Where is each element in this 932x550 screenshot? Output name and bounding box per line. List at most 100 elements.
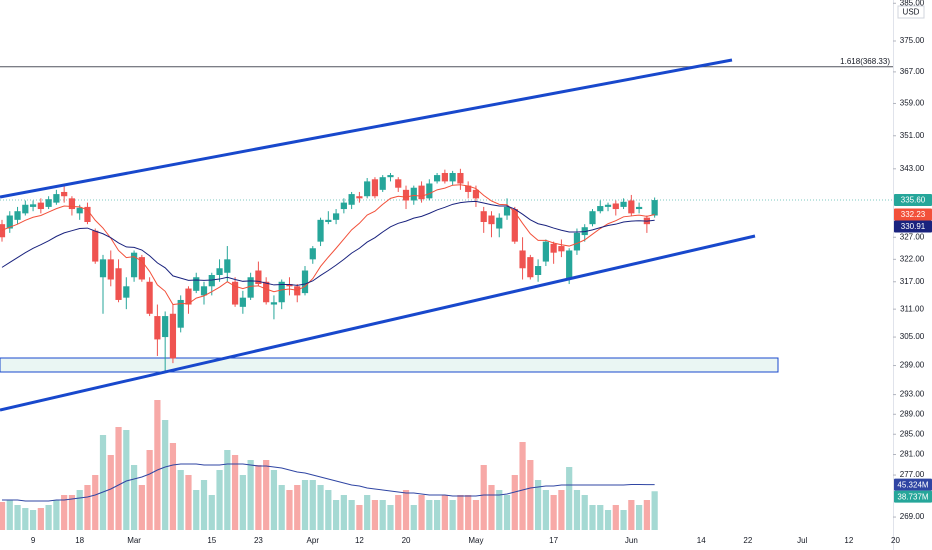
candle-body: [231, 281, 239, 305]
candle-body: [371, 179, 379, 197]
candle-body: [418, 185, 425, 200]
volume-bar: [480, 465, 487, 530]
candle-body: [449, 172, 456, 182]
x-tick-label: Jul: [797, 536, 807, 545]
candle-body: [169, 313, 177, 359]
candle-body: [519, 250, 526, 269]
candle-body: [604, 204, 612, 207]
volume-bar: [0, 502, 6, 530]
x-tick-label: 14: [697, 536, 706, 545]
volume-bar: [14, 505, 21, 530]
x-tick-label: May: [468, 536, 483, 545]
volume-bar: [371, 500, 379, 530]
candle-body: [123, 286, 130, 298]
volume-bar: [84, 485, 91, 530]
candle-body: [511, 209, 518, 242]
y-tick-label: 359.00: [900, 99, 925, 108]
volume-bar: [68, 495, 76, 530]
candle-body: [620, 201, 627, 207]
candle-body: [239, 297, 246, 307]
y-tick-label: 285.00: [900, 429, 925, 438]
volume-bar: [208, 495, 215, 530]
volume-bar: [566, 467, 573, 530]
volume-bar: [22, 508, 29, 530]
candle-body: [185, 288, 192, 305]
candle-body: [457, 172, 464, 184]
candle-body: [224, 259, 231, 273]
candle-body: [92, 230, 99, 262]
candle-body: [325, 219, 332, 223]
candle-body: [317, 219, 324, 242]
volume-bar: [550, 495, 557, 530]
y-tick-label: 311.00: [900, 304, 924, 313]
candle-body: [37, 202, 44, 210]
price-tag: 38.737M: [897, 492, 928, 501]
candle-body: [628, 200, 635, 214]
candle-body: [84, 206, 91, 223]
x-tick-label: 20: [402, 536, 411, 545]
volume-bar: [286, 490, 293, 530]
volume-bar: [441, 495, 448, 530]
candle-body: [566, 250, 573, 279]
candle-body: [496, 217, 503, 229]
price-tag: 45.324M: [897, 480, 928, 489]
price-tag-bg: [894, 478, 932, 491]
candle-body: [146, 281, 153, 314]
candle-body: [534, 266, 542, 275]
candle-body: [61, 191, 68, 197]
axes: 385.00 375.00 367.00 359.00 351.00 343.00 327.…: [31, 0, 932, 545]
currency-box: [897, 5, 925, 19]
volume-bar: [325, 490, 332, 530]
candle-body: [356, 196, 363, 199]
candle-body: [480, 211, 487, 223]
volume-bar: [558, 490, 565, 530]
volume-bar: [138, 485, 145, 530]
x-tick-label: 18: [75, 536, 84, 545]
volume-bar: [488, 485, 495, 530]
volume-bar: [395, 495, 402, 530]
candle-body: [162, 316, 169, 338]
candle-body: [612, 203, 619, 210]
candle-body: [433, 175, 441, 182]
volume-bar: [193, 490, 200, 530]
y-tick-label: 299.00: [900, 361, 925, 370]
volume-bar: [503, 495, 511, 530]
price-tag: 335.60: [901, 196, 926, 205]
candle-body: [177, 299, 184, 328]
volume-bar: [162, 420, 169, 530]
volume-bar: [185, 475, 192, 530]
price-tag-bg: [894, 220, 932, 233]
candle-body: [542, 241, 549, 262]
candle-body: [441, 172, 448, 182]
volume-bar: [37, 508, 44, 530]
volume-bar: [356, 505, 363, 530]
candle-body: [286, 284, 293, 287]
volume-bar: [154, 400, 161, 530]
volume-bar: [92, 475, 99, 530]
candle-body: [107, 259, 114, 280]
candle-body: [115, 268, 122, 300]
volume-bar: [200, 480, 208, 530]
volume-bar: [130, 465, 138, 530]
candle-body: [278, 281, 285, 303]
candle-body: [247, 277, 254, 298]
y-tick-label: 385.00: [900, 0, 925, 7]
volume-bar: [604, 510, 612, 530]
y-tick-label: 351.00: [900, 131, 925, 140]
volume-bar: [278, 485, 285, 530]
candle-body: [426, 183, 433, 199]
volume-bar: [542, 490, 549, 530]
candle-body: [387, 175, 394, 178]
volume-pane: [0, 400, 658, 530]
candle-body: [395, 179, 402, 188]
volume-bar: [53, 500, 60, 530]
volume-bar: [76, 490, 83, 530]
y-tick-label: 317.00: [900, 277, 925, 286]
price-tag-bg: [894, 194, 932, 207]
candle-body: [635, 206, 643, 210]
volume-bar: [519, 442, 526, 530]
y-tick-label: 375.00: [900, 36, 925, 45]
candle-body: [6, 215, 13, 229]
x-tick-label: 23: [254, 536, 263, 545]
volume-bar: [418, 495, 425, 530]
